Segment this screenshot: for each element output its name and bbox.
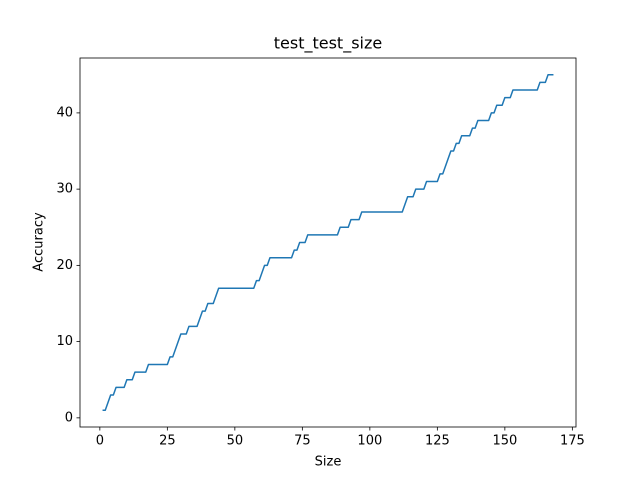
y-tick-label: 0 — [65, 410, 73, 425]
x-tick-label: 100 — [357, 434, 382, 449]
y-tick-label: 20 — [56, 258, 73, 273]
y-tick-label: 30 — [56, 182, 73, 197]
y-axis-label: Accuracy — [32, 212, 47, 272]
chart-title: test_test_size — [274, 34, 382, 54]
x-tick-label: 25 — [159, 434, 176, 449]
x-tick-label: 150 — [492, 434, 517, 449]
x-tick-label: 0 — [96, 434, 104, 449]
x-tick-label: 75 — [294, 434, 311, 449]
plot-frame — [79, 57, 577, 428]
data-line — [102, 74, 554, 411]
x-tick-label: 175 — [560, 434, 585, 449]
y-tick-label: 10 — [56, 334, 73, 349]
y-tick-label: 40 — [56, 105, 73, 120]
x-tick-label: 50 — [227, 434, 244, 449]
x-tick-label: 125 — [425, 434, 450, 449]
x-axis-label: Size — [315, 455, 342, 470]
